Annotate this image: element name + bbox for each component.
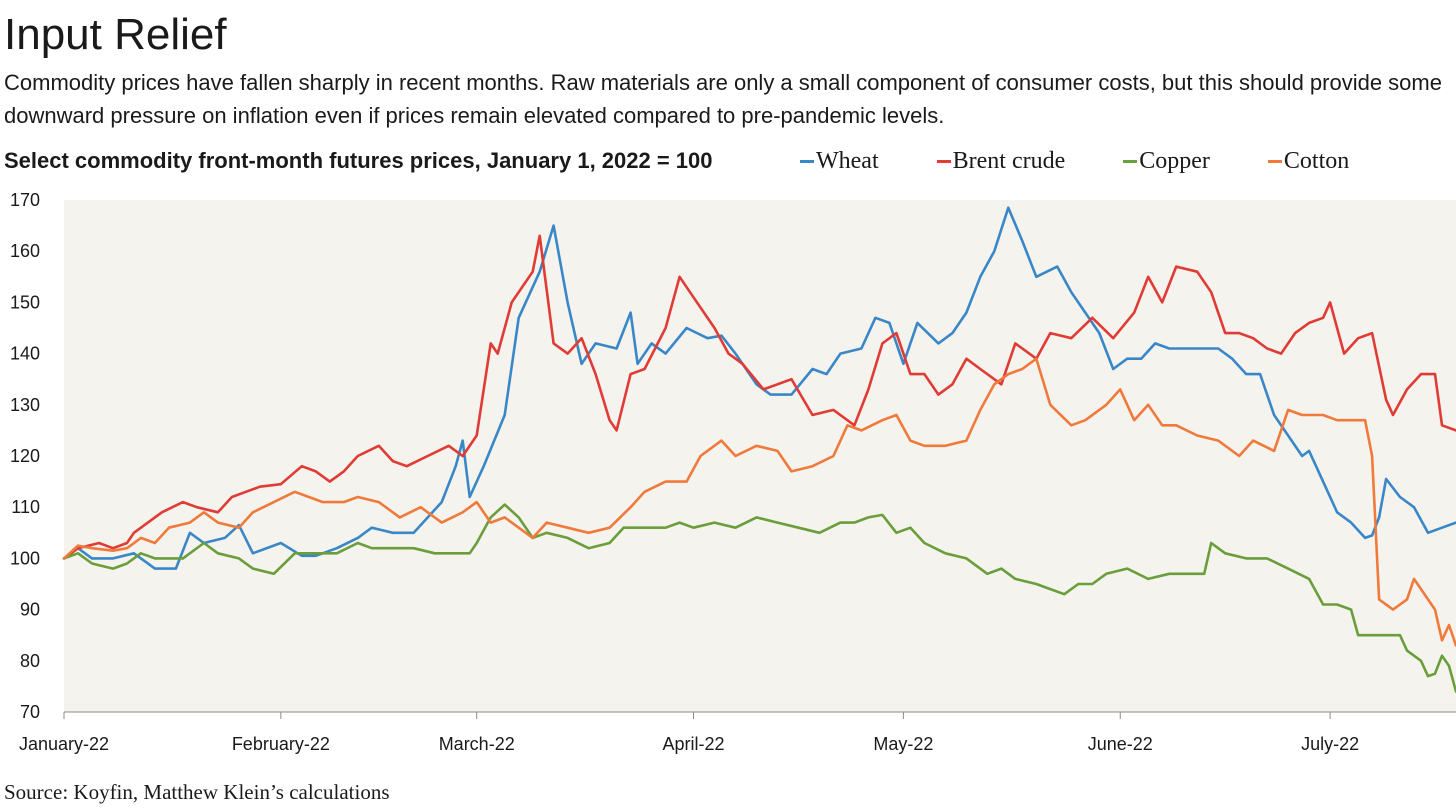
y-tick-label: 160	[10, 241, 40, 261]
y-tick-label: 100	[10, 548, 40, 568]
y-tick-label: 130	[10, 395, 40, 415]
chart-subtitle: Commodity prices have fallen sharply in …	[4, 70, 1442, 128]
chart-heading: Select commodity front-month futures pri…	[4, 148, 713, 173]
y-tick-label: 170	[10, 190, 40, 210]
line-chart: 70 80 90 100 110 120 130 140 150 160 170 January-22…	[10, 190, 1456, 754]
x-tick-label: January-22	[19, 734, 109, 754]
legend-label-cotton: Cotton	[1283, 147, 1350, 174]
x-tick-label: March-22	[439, 734, 515, 754]
legend-label-brent: Brent crude	[952, 147, 1066, 174]
y-tick-label: 150	[10, 292, 40, 312]
series-line-brent-crude	[62, 234, 1456, 560]
legend-swatch-brent	[936, 159, 951, 163]
legend-label-copper: Copper	[1139, 147, 1210, 174]
x-tick-label: February-22	[232, 734, 330, 754]
legend-item-cotton: Cotton	[1267, 147, 1350, 175]
y-tick-label: 70	[20, 702, 40, 722]
y-tick-label: 80	[20, 651, 40, 671]
source-note: Source: Koyfin, Matthew Klein’s calculat…	[4, 780, 390, 804]
series-line-copper	[62, 503, 1456, 693]
legend-item-wheat: Wheat	[800, 148, 879, 175]
y-tick-label: 120	[10, 446, 40, 466]
series-line-cotton	[62, 357, 1456, 647]
x-tick-label: April-22	[663, 734, 725, 754]
y-tick-label: 90	[20, 600, 40, 620]
legend-item-brent: Brent crude	[936, 147, 1066, 175]
legend-swatch-wheat	[800, 159, 814, 163]
chart-legend: Wheat Brent crude Copper Cotton	[800, 146, 1407, 176]
legend-swatch-cotton	[1267, 159, 1282, 163]
legend-label-wheat: Wheat	[816, 147, 879, 174]
x-tick-label: May-22	[873, 734, 933, 754]
plot-background	[64, 200, 1456, 712]
legend-item-copper: Copper	[1123, 148, 1210, 175]
x-tick-label: June-22	[1088, 734, 1153, 754]
y-tick-label: 110	[11, 497, 40, 517]
y-tick-label: 140	[10, 344, 40, 364]
x-tick-label: July-22	[1301, 734, 1359, 754]
series-line-wheat	[62, 206, 1456, 570]
chart-title: Input Relief	[4, 10, 227, 59]
legend-swatch-copper	[1123, 159, 1138, 163]
